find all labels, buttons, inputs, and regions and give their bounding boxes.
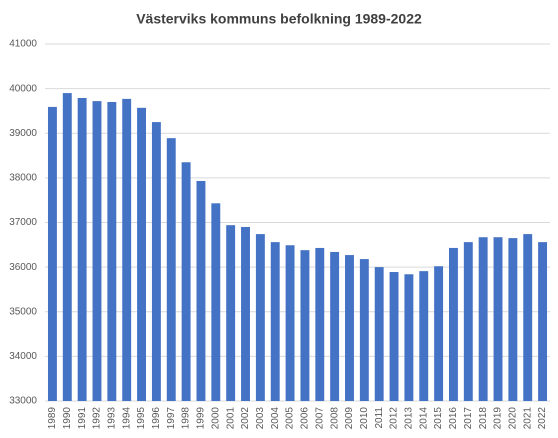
x-tick-label: 2015 <box>433 407 444 430</box>
bar <box>493 237 503 401</box>
x-tick-label: 1991 <box>77 407 88 430</box>
x-tick-label: 2006 <box>300 407 311 430</box>
x-tick-label: 1997 <box>166 407 177 430</box>
bar <box>226 225 236 401</box>
bar <box>389 272 399 401</box>
y-tick-label: 38000 <box>9 173 37 184</box>
bar <box>419 271 429 401</box>
bar <box>449 247 458 401</box>
x-tick-label: 1989 <box>47 407 58 430</box>
bar <box>538 242 548 401</box>
bar <box>92 101 102 402</box>
x-tick-label: 2013 <box>404 407 415 430</box>
bar <box>463 242 473 401</box>
bar <box>300 250 310 401</box>
x-tick-label: 1993 <box>106 407 117 430</box>
x-tick-label: 2002 <box>240 407 251 430</box>
x-tick-label: 2014 <box>418 407 429 430</box>
y-tick-label: 39000 <box>9 128 37 139</box>
x-tick-label: 1990 <box>62 407 73 430</box>
bar <box>285 245 295 401</box>
y-tick-label: 36000 <box>9 262 37 273</box>
x-tick-label: 2007 <box>314 407 325 430</box>
bar <box>478 237 488 401</box>
bar <box>181 162 191 401</box>
bar <box>241 226 250 401</box>
x-tick-label: 2009 <box>344 407 355 430</box>
bar <box>47 106 57 401</box>
x-tick-label: 2011 <box>374 407 385 429</box>
x-tick-label: 2021 <box>522 407 533 430</box>
x-tick-label: 2020 <box>508 407 519 430</box>
bar <box>330 251 340 401</box>
x-tick-label: 2010 <box>359 407 370 430</box>
x-tick-label: 1994 <box>121 407 132 430</box>
bar <box>196 180 206 401</box>
x-tick-label: 2019 <box>493 407 504 430</box>
bar <box>345 255 354 401</box>
bar <box>107 102 117 401</box>
x-tick-label: 2000 <box>210 407 221 430</box>
x-tick-label: 2003 <box>255 407 266 430</box>
x-tick-label: 2008 <box>329 407 340 430</box>
y-tick-label: 40000 <box>9 83 37 94</box>
x-tick-label: 1992 <box>92 407 103 430</box>
bar <box>374 267 384 401</box>
bar <box>434 266 444 401</box>
bar <box>508 238 518 401</box>
x-tick-label: 1998 <box>181 407 192 430</box>
bar <box>137 107 146 401</box>
y-tick-label: 34000 <box>9 351 37 362</box>
bar <box>211 203 221 401</box>
y-tick-label: 33000 <box>9 396 37 407</box>
x-tick-label: 1995 <box>136 407 147 430</box>
bar <box>523 234 533 401</box>
chart-title: Västerviks kommuns befolkning 1989-2022 <box>136 11 422 27</box>
x-tick-label: 2018 <box>478 407 489 430</box>
bar <box>166 138 176 401</box>
y-tick-label: 37000 <box>9 217 37 228</box>
bar <box>151 122 161 401</box>
y-tick-label: 41000 <box>9 39 37 50</box>
x-tick-label: 1999 <box>196 407 207 430</box>
x-tick-label: 1996 <box>151 407 162 430</box>
bar <box>404 274 414 401</box>
x-tick-label: 2005 <box>285 407 296 430</box>
bar <box>270 242 280 401</box>
bar <box>122 98 132 402</box>
bar <box>315 247 325 401</box>
x-tick-label: 2022 <box>537 407 548 430</box>
y-tick-label: 35000 <box>9 306 37 317</box>
x-tick-label: 2017 <box>463 407 474 430</box>
x-tick-label: 2016 <box>448 407 459 430</box>
x-tick-label: 2004 <box>270 407 281 430</box>
bar <box>359 259 369 401</box>
bar <box>62 93 72 402</box>
bar <box>255 234 265 401</box>
x-tick-label: 2001 <box>225 407 236 430</box>
bar <box>77 97 87 401</box>
x-tick-label: 2012 <box>389 407 400 430</box>
